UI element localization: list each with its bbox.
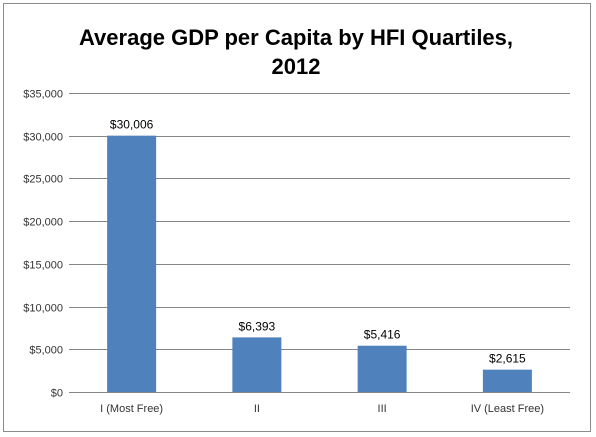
data-label: $2,615	[489, 352, 526, 366]
y-tick-label: $30,000	[23, 132, 63, 144]
bar	[232, 337, 282, 392]
y-tick-label: $0	[51, 388, 63, 400]
bar	[107, 135, 157, 392]
x-axis-ticks: I (Most Free) II III IV (Least Free)	[100, 403, 544, 415]
x-tick-label: II	[254, 403, 260, 415]
data-labels: $30,006 $6,393 $5,416 $2,615	[110, 118, 526, 366]
x-tick-label: I (Most Free)	[100, 403, 163, 415]
x-tick-label: III	[378, 403, 387, 415]
bars	[107, 135, 532, 392]
data-label: $30,006	[110, 118, 154, 132]
chart-frame	[3, 3, 591, 432]
chart-title-line-1: Average GDP per Capita by HFI Quartiles,	[79, 25, 513, 50]
bar	[357, 345, 407, 392]
y-tick-label: $5,000	[29, 345, 63, 357]
y-tick-label: $20,000	[23, 217, 63, 229]
data-label: $6,393	[239, 319, 276, 333]
data-label: $5,416	[364, 328, 401, 342]
chart-title-line-2: 2012	[272, 54, 321, 79]
bar	[482, 369, 532, 392]
y-axis-ticks: $0 $5,000 $10,000 $15,000 $20,000 $25,000 $30,…	[23, 89, 63, 400]
y-tick-label: $15,000	[23, 260, 63, 272]
y-tick-label: $25,000	[23, 174, 63, 186]
y-tick-label: $10,000	[23, 303, 63, 315]
x-tick-label: IV (Least Free)	[471, 403, 544, 415]
y-tick-label: $35,000	[23, 89, 63, 101]
